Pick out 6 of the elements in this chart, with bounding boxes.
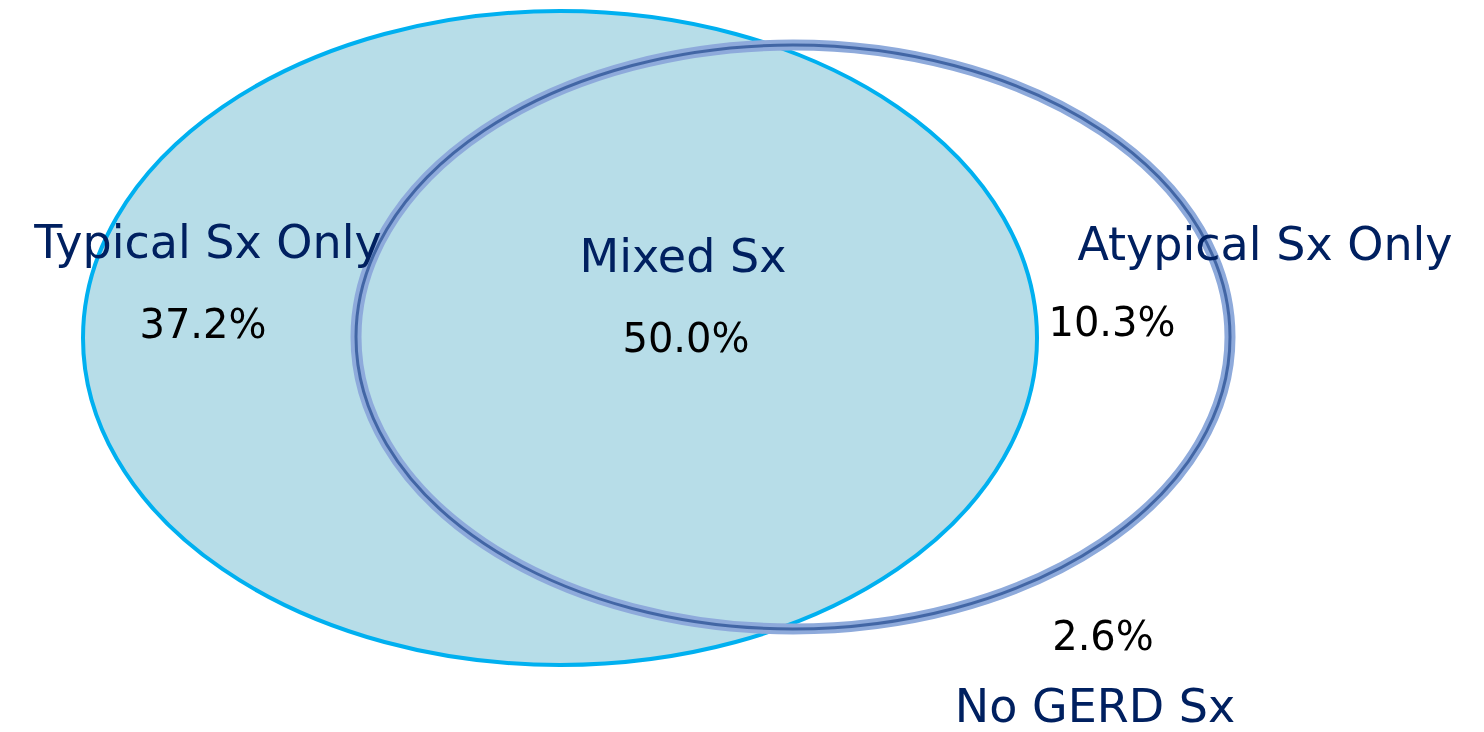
category-label: No GERD Sx <box>954 679 1236 732</box>
category-label: Mixed Sx <box>579 229 787 283</box>
data-label: 50.0% <box>622 315 750 361</box>
data-label: 10.3% <box>1048 299 1176 345</box>
data-label: 2.6% <box>1052 613 1154 659</box>
data-label: 37.2% <box>139 301 267 347</box>
